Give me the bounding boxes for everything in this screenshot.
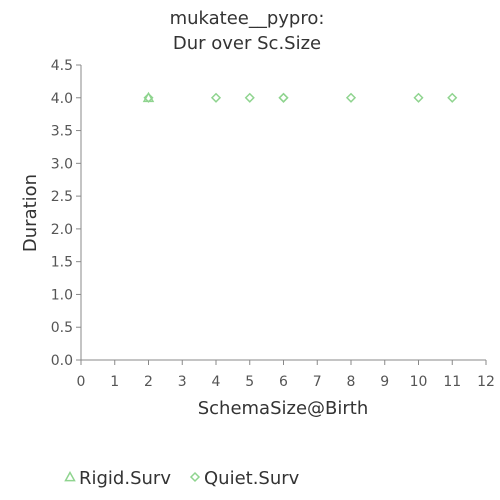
legend-rigid-surv-triangle-icon: [64, 470, 76, 482]
legend-label-quiet-surv: Quiet.Surv: [204, 468, 300, 489]
y-axis-title: Duration: [20, 174, 41, 252]
x-tick-label: 5: [245, 374, 254, 390]
y-tick-label: 4.5: [51, 58, 73, 74]
y-tick-label: 0.0: [51, 353, 73, 369]
x-tick-label: 10: [410, 374, 428, 390]
x-tick-label: 0: [77, 374, 86, 390]
x-tick-label: 9: [380, 374, 389, 390]
y-tick-label: 1.5: [51, 255, 73, 271]
axes: [80, 65, 486, 361]
quiet-surv-point: [244, 92, 255, 103]
quiet-surv-point: [143, 92, 154, 103]
x-tick-label: 11: [443, 374, 461, 390]
x-axis-title: SchemaSize@Birth: [198, 398, 369, 419]
quiet-surv-point: [447, 92, 458, 103]
y-tick-label: 4.0: [51, 91, 73, 107]
x-tick-label: 6: [279, 374, 288, 390]
chart-title-line-2: Dur over Sc.Size: [173, 33, 321, 54]
data-points: [142, 91, 458, 103]
legend: Rigid.Surv Quiet.Surv: [64, 468, 300, 489]
quiet-surv-point: [278, 92, 289, 103]
x-tick-label: 7: [313, 374, 322, 390]
quiet-surv-point: [345, 92, 357, 103]
y-tick-label: 2.5: [51, 189, 73, 205]
quiet-surv-point: [278, 92, 289, 103]
y-tick-label: 3.0: [51, 156, 73, 172]
x-tick-label: 1: [110, 374, 119, 390]
legend-label-rigid-surv: Rigid.Surv: [79, 468, 171, 489]
y-tick-label: 2.0: [51, 222, 73, 238]
x-tick-label: 2: [144, 374, 153, 390]
y-axis-ticks: 0.0 0.5 1.0 1.5 2.0 2.5 3.0 3.5 4.0 4.5: [51, 58, 81, 369]
x-tick-label: 4: [212, 374, 221, 390]
quiet-surv-point: [413, 92, 424, 103]
quiet-surv-point: [210, 92, 222, 103]
x-tick-label: 12: [477, 374, 495, 390]
y-tick-label: 3.5: [51, 124, 73, 140]
x-tick-label: 8: [347, 374, 356, 390]
x-tick-label: 3: [178, 374, 187, 390]
legend-quiet-surv-diamond-icon: [189, 471, 201, 483]
chart-title-line-1: mukatee__pypro:: [170, 8, 325, 29]
y-tick-label: 1.0: [51, 287, 73, 303]
x-axis-ticks: 0 1 2 3 4 5 6 7 8 9 10 11 12: [77, 360, 495, 390]
y-tick-label: 0.5: [51, 320, 73, 336]
